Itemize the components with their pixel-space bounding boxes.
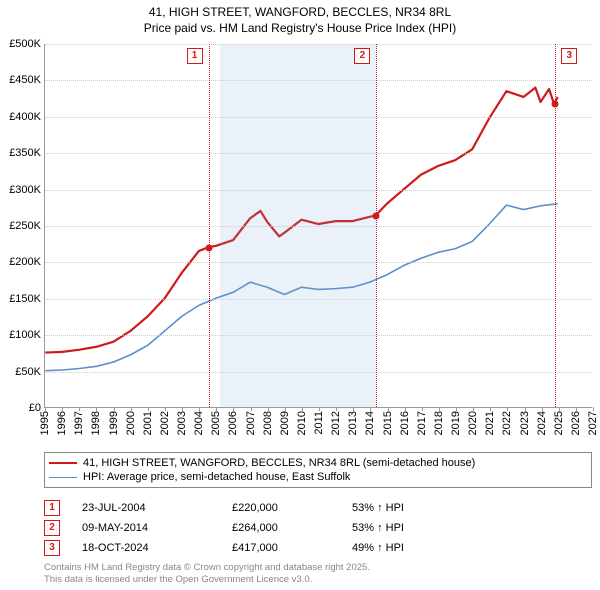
- title-block: 41, HIGH STREET, WANGFORD, BECCLES, NR34…: [0, 0, 600, 36]
- x-axis-label: 2004: [193, 411, 205, 435]
- x-axis-label: 2022: [501, 411, 513, 435]
- callout-line: [555, 44, 556, 407]
- transaction-date: 23-JUL-2004: [82, 502, 232, 514]
- transaction-dot: [205, 244, 212, 251]
- transaction-price: £417,000: [232, 542, 352, 554]
- x-axis-label: 2027: [587, 411, 599, 435]
- legend-label: HPI: Average price, semi-detached house,…: [83, 471, 350, 483]
- x-axis-label: 2001: [142, 411, 154, 435]
- transaction-price: £220,000: [232, 502, 352, 514]
- y-gridline: [45, 299, 592, 300]
- x-axis-label: 2010: [296, 411, 308, 435]
- legend-row: 41, HIGH STREET, WANGFORD, BECCLES, NR34…: [49, 457, 587, 469]
- title-address: 41, HIGH STREET, WANGFORD, BECCLES, NR34…: [0, 4, 600, 20]
- y-gridline: [45, 262, 592, 263]
- transaction-ref-box: 3: [44, 540, 60, 556]
- x-axis-label: 2011: [313, 411, 325, 435]
- callout-line: [209, 44, 210, 407]
- x-axis-label: 2020: [467, 411, 479, 435]
- transaction-row: 2 09-MAY-2014£264,00053% ↑ HPI: [44, 518, 592, 538]
- transaction-price: £264,000: [232, 522, 352, 534]
- y-axis-label: £400K: [9, 111, 41, 123]
- x-axis-label: 2013: [347, 411, 359, 435]
- transaction-date: 18-OCT-2024: [82, 542, 232, 554]
- y-gridline: [45, 335, 592, 336]
- x-axis-label: 2012: [330, 411, 342, 435]
- license-text: Contains HM Land Registry data © Crown c…: [44, 562, 592, 587]
- transaction-ref-box: 1: [44, 500, 60, 516]
- x-axis-label: 2009: [279, 411, 291, 435]
- legend: 41, HIGH STREET, WANGFORD, BECCLES, NR34…: [44, 452, 592, 488]
- x-axis-label: 2018: [433, 411, 445, 435]
- x-axis-label: 2007: [245, 411, 257, 435]
- transaction-row: 1 23-JUL-2004£220,00053% ↑ HPI: [44, 498, 592, 518]
- transaction-table: 1 23-JUL-2004£220,00053% ↑ HPI 2 09-MAY-201…: [44, 498, 592, 558]
- x-axis-label: 2016: [399, 411, 411, 435]
- transaction-dot: [373, 212, 380, 219]
- callout-marker: 2: [354, 48, 370, 64]
- x-axis-label: 2002: [159, 411, 171, 435]
- y-axis-label: £250K: [9, 220, 41, 232]
- callout-line: [376, 44, 377, 407]
- transaction-dot: [552, 101, 559, 108]
- transaction-row: 3 18-OCT-2024£417,00049% ↑ HPI: [44, 538, 592, 558]
- transaction-vs-hpi: 53% ↑ HPI: [352, 522, 472, 534]
- y-gridline: [45, 44, 592, 45]
- x-axis-label: 1996: [56, 411, 68, 435]
- x-axis-label: 2017: [416, 411, 428, 435]
- x-axis-label: 2014: [364, 411, 376, 435]
- plot-area: £0£50K£100K£150K£200K£250K£300K£350K£400…: [44, 44, 592, 408]
- x-axis-label: 2021: [484, 411, 496, 435]
- legend-row: HPI: Average price, semi-detached house,…: [49, 471, 587, 483]
- legend-swatch: [49, 462, 77, 464]
- transaction-ref-box: 2: [44, 520, 60, 536]
- y-axis-label: £150K: [9, 293, 41, 305]
- x-axis-label: 2019: [450, 411, 462, 435]
- y-gridline: [45, 117, 592, 118]
- y-gridline: [45, 372, 592, 373]
- transaction-date: 09-MAY-2014: [82, 522, 232, 534]
- x-axis-label: 1995: [39, 411, 51, 435]
- chart-container: 41, HIGH STREET, WANGFORD, BECCLES, NR34…: [0, 0, 600, 590]
- x-axis-label: 2025: [553, 411, 565, 435]
- y-axis-label: £200K: [9, 256, 41, 268]
- x-axis-label: 2006: [227, 411, 239, 435]
- callout-marker: 1: [187, 48, 203, 64]
- y-axis-label: £50K: [15, 366, 41, 378]
- y-gridline: [45, 190, 592, 191]
- y-gridline: [45, 226, 592, 227]
- title-subtitle: Price paid vs. HM Land Registry's House …: [0, 20, 600, 36]
- y-axis-label: £450K: [9, 74, 41, 86]
- y-axis-label: £500K: [9, 38, 41, 50]
- x-axis-label: 2008: [262, 411, 274, 435]
- y-axis-label: £300K: [9, 184, 41, 196]
- y-gridline: [45, 80, 592, 81]
- transaction-vs-hpi: 53% ↑ HPI: [352, 502, 472, 514]
- legend-swatch: [49, 477, 77, 478]
- x-axis-label: 1999: [108, 411, 120, 435]
- y-gridline: [45, 153, 592, 154]
- legend-label: 41, HIGH STREET, WANGFORD, BECCLES, NR34…: [83, 457, 475, 469]
- x-axis-label: 2005: [210, 411, 222, 435]
- x-axis-label: 1998: [90, 411, 102, 435]
- transaction-vs-hpi: 49% ↑ HPI: [352, 542, 472, 554]
- x-axis-label: 2015: [382, 411, 394, 435]
- y-axis-label: £350K: [9, 147, 41, 159]
- x-axis-label: 2023: [519, 411, 531, 435]
- x-axis-label: 2000: [125, 411, 137, 435]
- callout-marker: 3: [561, 48, 577, 64]
- license-line-1: Contains HM Land Registry data © Crown c…: [44, 562, 592, 574]
- y-axis-label: £100K: [9, 329, 41, 341]
- x-axis-label: 1997: [73, 411, 85, 435]
- x-axis-label: 2026: [570, 411, 582, 435]
- license-line-2: This data is licensed under the Open Gov…: [44, 574, 592, 586]
- x-axis-label: 2003: [176, 411, 188, 435]
- x-axis-label: 2024: [536, 411, 548, 435]
